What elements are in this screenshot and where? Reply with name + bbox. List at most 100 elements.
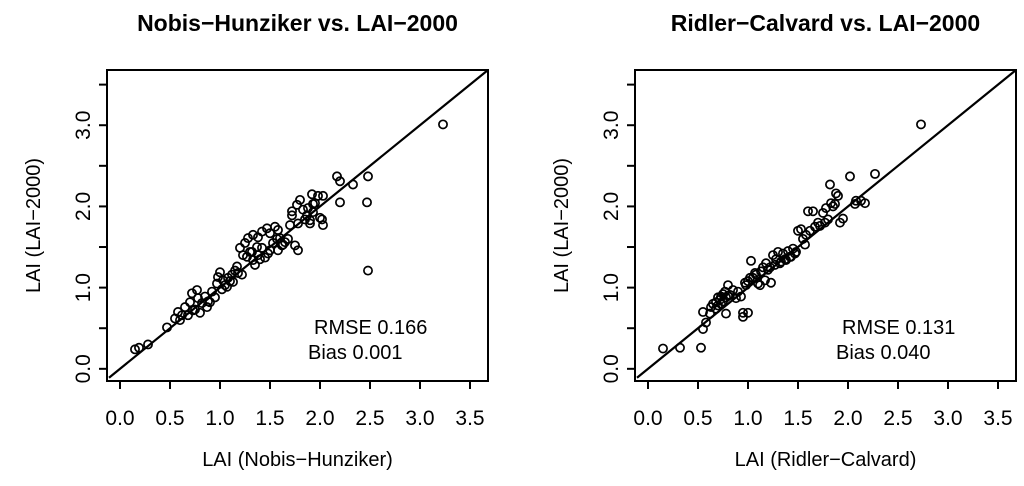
data-point	[248, 255, 258, 265]
data-point	[313, 190, 323, 201]
data-point	[240, 238, 250, 248]
data-point	[183, 310, 193, 321]
y-axis-title: LAI (LAI−2000)	[551, 158, 573, 293]
data-point	[143, 339, 153, 350]
x-tick-label: 3.5	[983, 407, 1012, 430]
x-tick-label: 2.5	[355, 407, 384, 430]
data-point	[860, 198, 870, 209]
data-point	[721, 308, 731, 319]
data-point	[696, 342, 706, 353]
data-point	[318, 190, 328, 201]
data-point	[675, 342, 685, 353]
x-tick-label: 1.5	[255, 407, 284, 430]
panel-title: Nobis−Hunziker vs. LAI−2000	[137, 10, 458, 36]
data-point	[335, 176, 345, 187]
x-tick-label: 3.5	[455, 407, 484, 430]
data-point	[716, 298, 726, 309]
data-point	[318, 220, 328, 231]
data-point	[305, 215, 315, 226]
data-point	[265, 228, 275, 239]
data-point	[287, 210, 297, 221]
data-point	[701, 317, 711, 328]
data-point	[773, 246, 783, 257]
data-point	[287, 206, 297, 217]
data-point	[332, 171, 342, 182]
data-point	[746, 255, 756, 266]
rmse-annotation: RMSE 0.166	[314, 317, 427, 339]
x-tick-label: 1.5	[783, 407, 812, 430]
x-tick-label: 1.0	[205, 407, 234, 430]
y-tick-label: 1.0	[600, 273, 623, 302]
data-point	[292, 199, 302, 210]
data-point	[830, 199, 840, 209]
x-tick-label: 0.0	[105, 407, 134, 430]
x-tick-label: 2.0	[833, 407, 862, 430]
one-to-one-line	[108, 69, 489, 379]
data-point	[363, 171, 373, 182]
data-point	[362, 197, 372, 208]
data-point	[743, 307, 753, 318]
y-tick-label: 3.0	[600, 111, 623, 140]
data-point	[255, 254, 265, 265]
x-tick-label: 3.0	[405, 407, 434, 430]
data-point	[248, 229, 258, 240]
data-point	[800, 239, 810, 250]
panel-left: Nobis−Hunziker vs. LAI−2000 0.0 0.5 1.0 1.5 2…	[23, 10, 489, 471]
data-point	[317, 214, 327, 225]
data-point	[763, 264, 773, 275]
data-point	[796, 224, 806, 235]
data-point	[851, 195, 861, 206]
data-point	[250, 259, 260, 270]
data-point	[215, 267, 225, 278]
data-point	[202, 302, 212, 313]
y-tick-label: 2.0	[600, 192, 623, 221]
y-tick-label: 2.0	[72, 192, 95, 221]
data-point	[705, 308, 715, 319]
data-point	[134, 342, 144, 353]
data-point	[177, 310, 187, 321]
plot-box	[106, 69, 489, 382]
y-tick-label: 0.0	[72, 354, 95, 383]
data-point	[658, 343, 668, 354]
data-point	[278, 239, 288, 250]
bias-annotation: Bias 0.040	[836, 342, 931, 364]
data-point	[363, 265, 373, 276]
data-point	[731, 293, 741, 304]
data-point	[823, 214, 833, 225]
data-point	[698, 307, 708, 317]
data-point	[307, 189, 317, 200]
data-point	[833, 190, 843, 201]
data-point	[348, 179, 358, 190]
data-point	[290, 240, 300, 251]
x-tick-label: 0.5	[683, 407, 712, 430]
x-tick-label: 3.0	[933, 407, 962, 430]
x-tick-label: 2.5	[883, 407, 912, 430]
data-point	[733, 286, 743, 297]
x-axis-title: LAI (Ridler−Calvard)	[735, 449, 917, 471]
data-point	[228, 276, 238, 287]
data-point	[870, 168, 880, 179]
data-point	[845, 171, 855, 182]
data-point	[755, 280, 765, 291]
data-point	[803, 206, 813, 217]
data-point	[232, 261, 242, 272]
data-point	[760, 275, 770, 286]
data-point	[283, 233, 293, 244]
data-points	[658, 119, 926, 354]
data-point	[738, 307, 748, 318]
data-point	[821, 203, 831, 213]
data-point	[791, 246, 801, 257]
y-tick-label: 1.0	[72, 273, 95, 302]
y-tick-label: 3.0	[72, 111, 95, 140]
data-point	[293, 218, 303, 229]
data-point	[828, 201, 838, 212]
data-point	[808, 206, 818, 217]
x-axis-title: LAI (Nobis−Hunziker)	[202, 449, 393, 471]
data-point	[185, 297, 195, 308]
data-points	[130, 119, 448, 355]
data-point	[728, 285, 738, 296]
data-point	[825, 179, 835, 190]
data-point	[838, 213, 848, 224]
data-point	[438, 119, 448, 130]
